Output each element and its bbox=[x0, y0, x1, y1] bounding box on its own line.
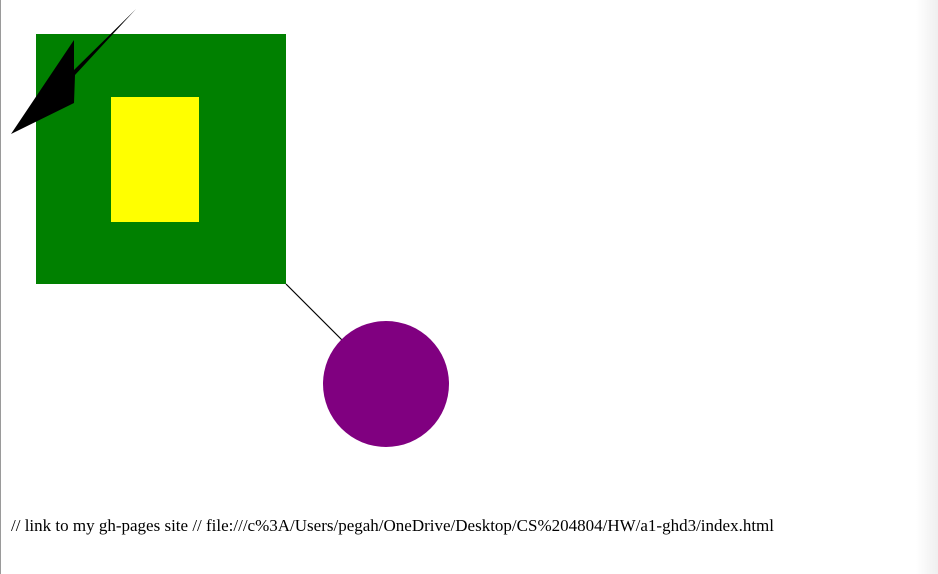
yellow-rectangle bbox=[111, 97, 199, 222]
lightning-bolt-shape bbox=[11, 9, 136, 134]
right-edge-shadow bbox=[916, 0, 938, 574]
purple-circle bbox=[323, 321, 449, 447]
connector-line bbox=[285, 283, 344, 342]
drawing-canvas bbox=[11, 9, 449, 447]
left-border bbox=[0, 0, 1, 574]
gh-pages-link-note: // link to my gh-pages site // file:///c… bbox=[11, 516, 774, 535]
